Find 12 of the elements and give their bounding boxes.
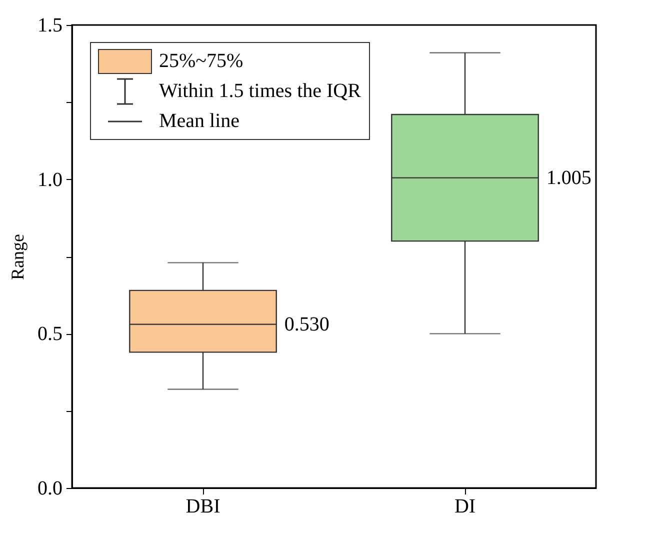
y-tick-label: 1.5 — [38, 14, 62, 36]
y-tick-label: 1.0 — [38, 168, 62, 191]
y-axis-title: Range — [8, 234, 28, 280]
annotation: Mean line — [159, 109, 240, 134]
y-tick-label: 0.0 — [38, 478, 62, 500]
y-tick-label: 0.5 — [38, 323, 62, 346]
annotation: 1.005 — [546, 166, 592, 189]
x-tick-label: DBI — [186, 496, 220, 518]
annotation: 0.530 — [284, 313, 330, 336]
annotation: 25%~75% — [159, 49, 244, 74]
annotation: Within 1.5 times the IQR — [159, 79, 361, 104]
x-tick-label: DI — [454, 496, 476, 518]
